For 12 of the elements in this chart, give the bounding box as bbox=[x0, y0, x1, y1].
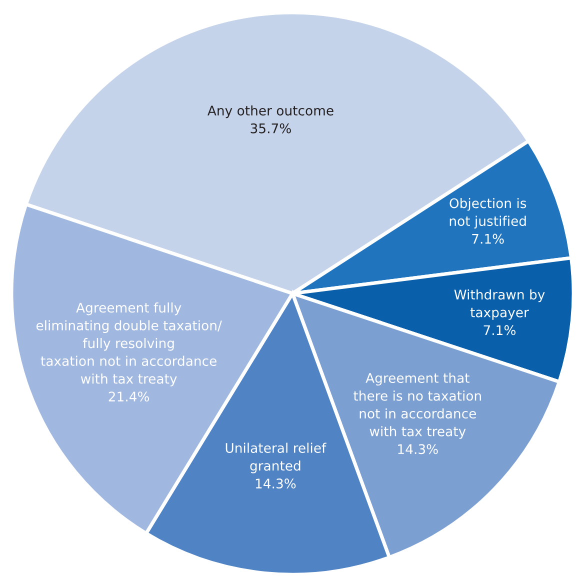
slice-label: Agreement that there is no taxation not in accordance with tax treaty bbox=[354, 372, 481, 439]
slice-label: Objection is not justified bbox=[450, 198, 526, 229]
data-label: 35.7% bbox=[250, 123, 291, 134]
slice-label: Agreement fully eliminating double taxation/ fully resolving taxation not in accordance with tax treaty bbox=[36, 302, 222, 386]
data-label: 7.1% bbox=[472, 234, 504, 244]
data-label: 14.3% bbox=[398, 444, 438, 454]
slice-label: Any other outcome bbox=[208, 105, 334, 118]
slice-label: Withdrawn by taxpayer bbox=[454, 289, 545, 320]
data-label: 21.4% bbox=[108, 392, 150, 402]
data-label: 14.3% bbox=[256, 478, 296, 489]
data-label: 7.1% bbox=[484, 325, 516, 336]
slice-label: Unilateral relief granted bbox=[226, 442, 326, 474]
